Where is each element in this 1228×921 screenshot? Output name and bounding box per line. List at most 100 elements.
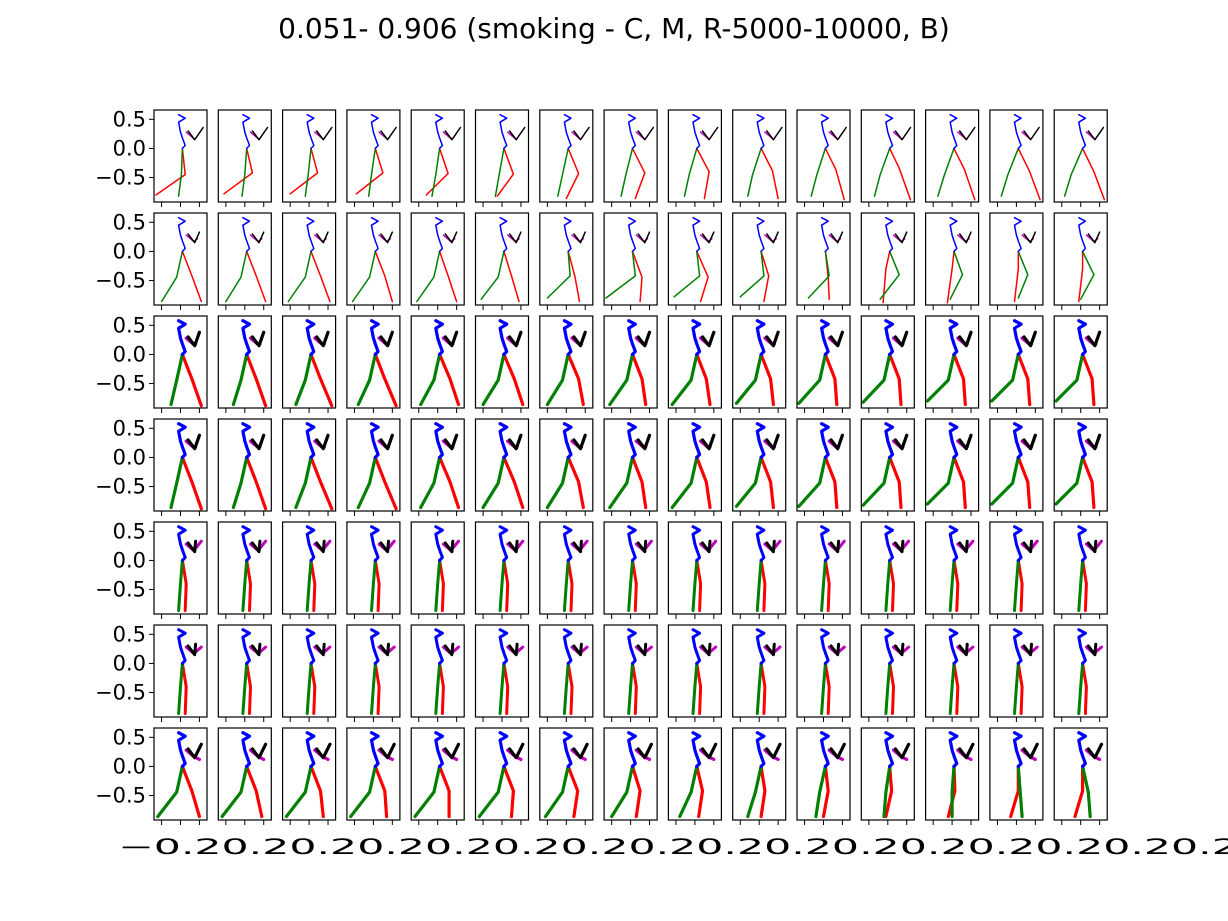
leg-left-line [1016,352,1032,407]
subplot [603,624,658,722]
subplot [603,315,658,413]
leg-right-line [545,352,570,407]
leg-right-line [241,558,249,612]
subplot [796,727,851,825]
arm-right-line [444,231,458,244]
leg-right-line [177,558,184,612]
leg-left-line [1016,661,1024,715]
spine-line [369,319,380,356]
leg-right-line [367,147,377,197]
subplot-frame [539,212,594,306]
leg-right-line [419,455,442,510]
subplot [924,727,980,825]
leg-left-line [245,250,267,303]
leg-left-line [760,250,770,303]
leg-left-line [309,455,334,511]
leg-right-line [683,147,698,197]
arm-right-line [380,231,394,244]
leg-right-line [1017,250,1029,299]
leg-left-line [630,764,642,819]
subplot [474,521,530,619]
leg-right-line [241,147,248,197]
subplot [346,315,401,413]
subplot [989,109,1044,207]
subplot [346,418,401,516]
leg-right-line [990,352,1020,403]
spine-line [756,113,765,150]
y-tick-label: 0.0 [113,651,146,675]
spine-line [562,319,573,356]
leg-right-line [678,764,699,819]
spine-line [435,113,444,150]
subplot [796,521,851,619]
spine-line [1077,628,1087,665]
subplot [667,109,723,207]
spine-line [948,731,959,769]
subplot [1053,521,1108,619]
leg-right-line [884,661,892,715]
leg-left-line [180,455,203,511]
leg-left-line [1080,455,1096,510]
arm-right-line [250,742,268,760]
leg-right-line [287,250,312,303]
leg-right-line [937,147,955,197]
y-tick-label: −0.5 [95,475,146,499]
subplot [603,727,658,825]
arm-right-line [443,539,455,554]
arm-right-line [1022,642,1033,657]
spine-line [820,216,829,253]
arm-right-line [444,126,462,141]
leg-right-line [304,147,312,197]
leg-right-line [480,250,505,300]
spine-line [1077,422,1088,459]
subplot [989,521,1044,619]
leg-left-line [1009,764,1020,819]
subplot [217,727,272,825]
spine-line [499,216,508,253]
subplot-frame [410,109,465,203]
arm-right-line [315,330,330,348]
leg-right-line [305,661,313,715]
leg-right-line [884,558,892,612]
leg-left-line [823,661,831,715]
spine-line [1078,216,1087,253]
spine-line [562,525,573,562]
leg-right-line [873,147,891,197]
leg-right-line [691,661,699,715]
spine-line [177,525,187,562]
spine-line [627,731,637,769]
spine-line [755,525,766,562]
leg-right-line [950,764,956,819]
arm-right-line [572,330,587,348]
spine-line [177,628,187,665]
leg-right-line [351,250,377,303]
arm-right-line [958,642,969,657]
leg-left-line [631,147,646,200]
leg-left-line [952,661,960,715]
arm-right-line [766,231,779,244]
spine-line [948,319,959,356]
subplot [410,521,465,619]
arm-right-line [830,126,847,141]
spine-line [306,113,315,150]
arm-right-line [186,433,201,451]
arm-right-line [700,433,716,451]
spine-line [755,422,766,459]
leg-left-line [566,455,585,510]
spine-line [820,525,830,562]
arm-right-line [701,642,712,657]
spine-line [1012,731,1023,769]
subplot [539,212,594,310]
leg-left-line [373,455,398,511]
arm-right-line [893,330,909,348]
arm-right-line [572,742,589,760]
spine-line [691,422,702,459]
leg-left-line [180,352,203,408]
spine-line [949,216,958,253]
arm-right-line [572,539,583,554]
subplot [924,418,980,516]
leg-left-line [245,558,252,612]
arm-right-line [251,126,269,141]
arm-right-line [315,126,333,141]
